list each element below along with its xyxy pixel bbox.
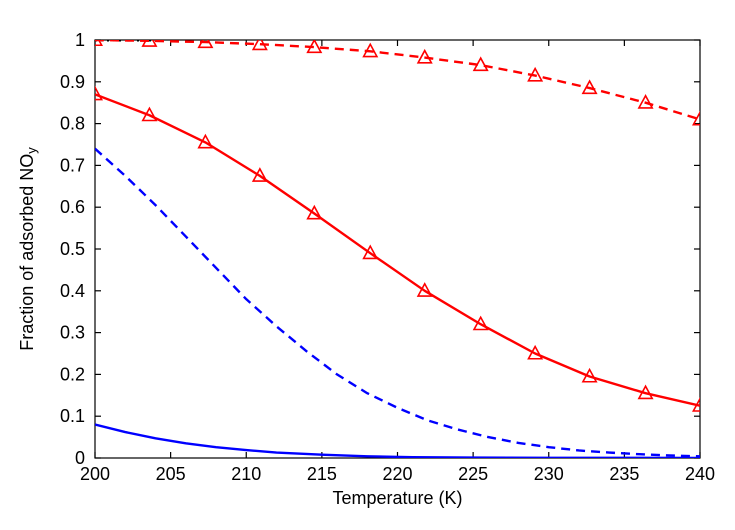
svg-text:0.1: 0.1 [60,406,85,426]
svg-text:0.6: 0.6 [60,197,85,217]
svg-text:0.7: 0.7 [60,155,85,175]
svg-text:0: 0 [75,448,85,468]
chart-container: 20020521021522022523023524000.10.20.30.4… [0,0,735,530]
svg-text:0.9: 0.9 [60,72,85,92]
svg-text:240: 240 [685,464,715,484]
svg-text:220: 220 [382,464,412,484]
svg-text:0.4: 0.4 [60,281,85,301]
svg-text:225: 225 [458,464,488,484]
svg-text:1: 1 [75,30,85,50]
svg-text:215: 215 [307,464,337,484]
svg-text:Temperature (K): Temperature (K) [332,488,462,508]
chart-svg: 20020521021522022523023524000.10.20.30.4… [0,0,735,530]
svg-text:0.8: 0.8 [60,114,85,134]
svg-text:0.3: 0.3 [60,323,85,343]
svg-text:235: 235 [609,464,639,484]
svg-text:Fraction of adsorbed NOy: Fraction of adsorbed NOy [17,147,39,351]
svg-text:210: 210 [231,464,261,484]
svg-text:0.2: 0.2 [60,364,85,384]
svg-text:0.5: 0.5 [60,239,85,259]
svg-text:205: 205 [156,464,186,484]
svg-text:230: 230 [534,464,564,484]
